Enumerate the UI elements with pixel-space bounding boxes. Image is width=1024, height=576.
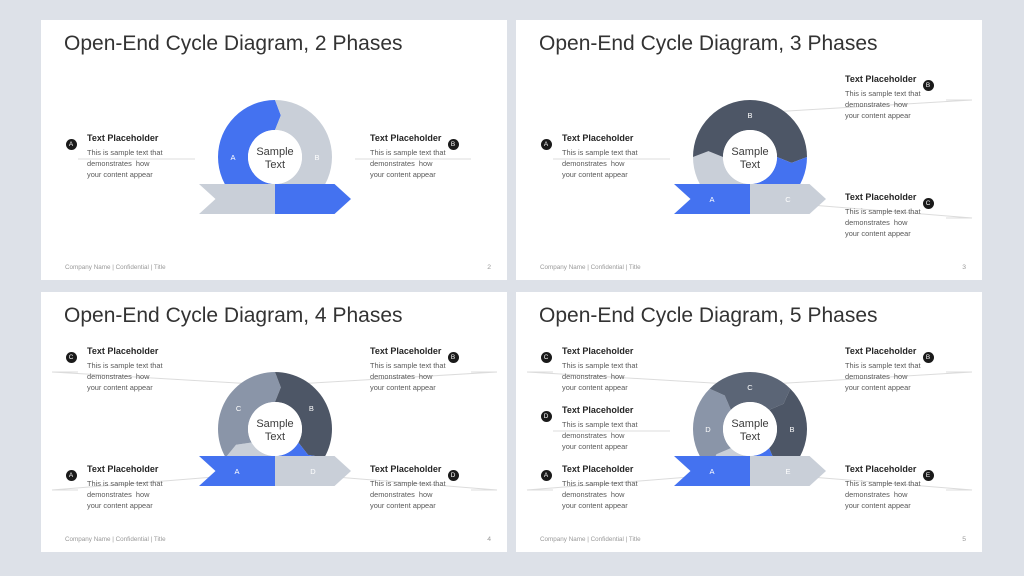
svg-text:D: D	[310, 467, 316, 476]
svg-text:Text: Text	[740, 431, 760, 443]
svg-text:Text: Text	[740, 159, 760, 171]
svg-text:D: D	[705, 425, 711, 434]
svg-text:A: A	[230, 153, 235, 162]
svg-text:E: E	[785, 467, 790, 476]
svg-text:Sample: Sample	[731, 146, 768, 158]
svg-text:Sample: Sample	[731, 418, 768, 430]
svg-text:C: C	[785, 195, 791, 204]
svg-text:A: A	[709, 195, 714, 204]
svg-text:B: B	[314, 153, 319, 162]
svg-text:A: A	[709, 467, 714, 476]
svg-text:Sample: Sample	[256, 418, 293, 430]
svg-text:B: B	[789, 425, 794, 434]
svg-text:Sample: Sample	[256, 146, 293, 158]
svg-text:C: C	[747, 383, 753, 392]
svg-text:Text: Text	[265, 431, 285, 443]
svg-text:C: C	[236, 404, 242, 413]
svg-text:Text: Text	[265, 159, 285, 171]
svg-text:B: B	[309, 404, 314, 413]
svg-text:A: A	[234, 467, 239, 476]
svg-text:B: B	[747, 111, 752, 120]
